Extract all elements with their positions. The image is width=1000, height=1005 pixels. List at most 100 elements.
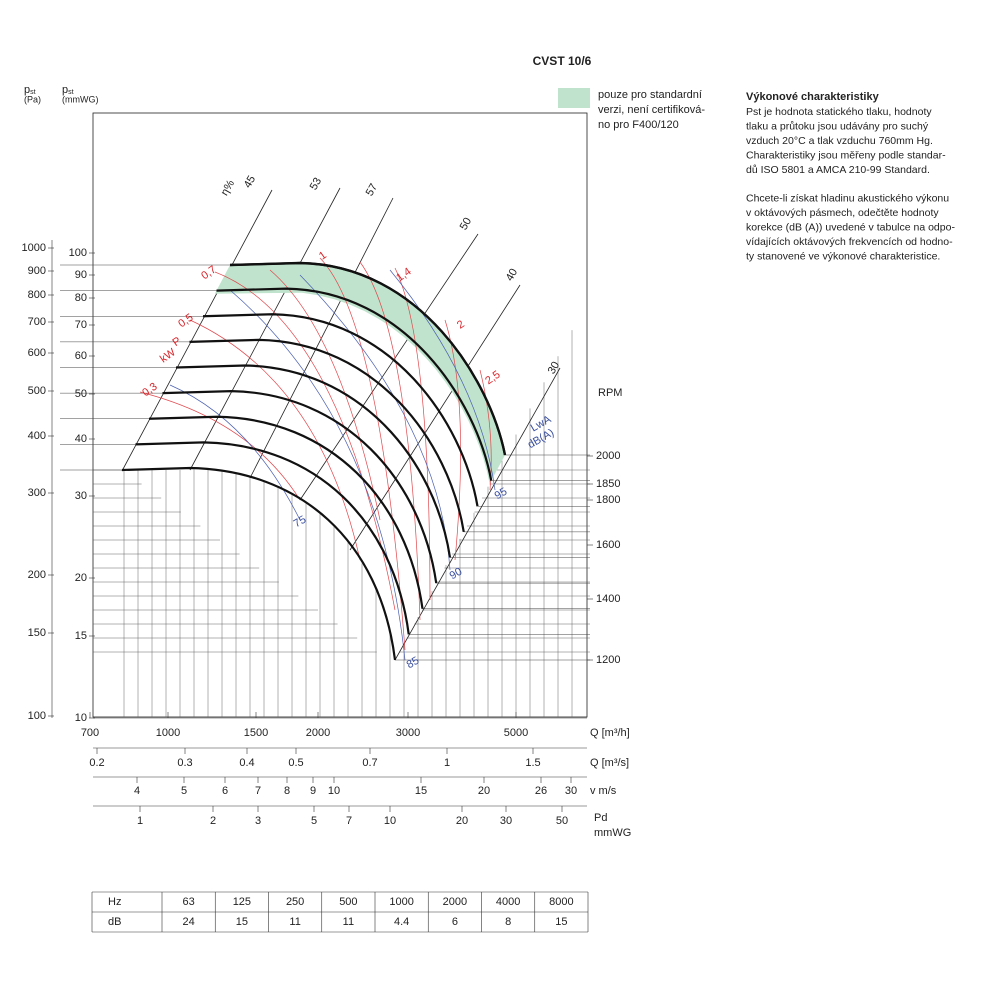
fan-curve — [121, 466, 397, 661]
description-line: dů ISO 5801 a AMCA 210-99 Standard. — [746, 164, 930, 176]
description-line: Chcete-li získat hladinu akustického výk… — [746, 192, 949, 204]
label: 8 — [284, 785, 290, 797]
label: 95 — [493, 486, 510, 503]
label: 30 — [565, 785, 577, 797]
efficiency-line — [121, 189, 273, 472]
label: Q [m³/h] — [590, 727, 630, 739]
power-curve — [214, 271, 396, 611]
lwa-curve — [169, 384, 301, 521]
label: 1200 — [596, 654, 620, 666]
label: 60 — [75, 350, 87, 362]
efficiency-line — [394, 367, 561, 661]
label: 6 — [222, 785, 228, 797]
label: 2 — [455, 318, 467, 331]
label: 700 — [28, 316, 46, 328]
label: 1 — [137, 815, 143, 827]
label: 15 — [555, 916, 567, 928]
label: Pd — [594, 812, 607, 824]
description-line: korekce (dB (A)) uvedené v tabulce na od… — [746, 221, 955, 233]
fan-curve — [162, 390, 438, 584]
axis-title: pst — [62, 84, 74, 96]
label: 15 — [75, 630, 87, 642]
zone-edge — [229, 261, 507, 456]
label: 53 — [308, 176, 325, 193]
label: 0.3 — [177, 757, 192, 769]
fan-curve — [148, 415, 424, 609]
label: 85 — [405, 655, 422, 672]
label: 1400 — [596, 593, 620, 605]
label: 10 — [384, 815, 396, 827]
label: 1000 — [22, 242, 46, 254]
label: 1 — [444, 757, 450, 769]
description-line: tlaku a průtoku jsou udávány pro suchý — [746, 120, 929, 132]
certification-zone — [214, 263, 505, 484]
label: 0,7 — [199, 264, 218, 283]
lwa-curve — [229, 289, 406, 661]
label: 20 — [478, 785, 490, 797]
label: no pro F400/120 — [598, 119, 679, 131]
power-curve — [359, 261, 421, 621]
label: 1000 — [156, 727, 180, 739]
label: 5 — [181, 785, 187, 797]
label: 24 — [183, 916, 195, 928]
label: 700 — [81, 727, 99, 739]
label: 30 — [500, 815, 512, 827]
label: kW — [158, 346, 178, 365]
label: 800 — [28, 289, 46, 301]
axis-title: pst — [24, 84, 36, 96]
power-curve — [269, 269, 381, 521]
label: 3 — [255, 815, 261, 827]
label: 15 — [415, 785, 427, 797]
label: 4.4 — [394, 916, 409, 928]
label: 3000 — [396, 727, 420, 739]
label: 11 — [289, 916, 300, 928]
label: 57 — [364, 182, 381, 199]
label: 1800 — [596, 494, 620, 506]
description-line: Pst je hodnota statického tlaku, hodnoty — [746, 106, 932, 118]
label: 0.2 — [89, 757, 104, 769]
label: 10 — [328, 785, 340, 797]
label: 30 — [75, 490, 87, 502]
label: 45 — [242, 174, 259, 191]
label: verzi, není certifiková- — [598, 104, 705, 116]
label: 50 — [556, 815, 568, 827]
label: 0.5 — [288, 757, 303, 769]
fan-curve — [216, 287, 493, 481]
label: dB — [108, 916, 121, 928]
label: 8000 — [549, 896, 573, 908]
label: 40 — [75, 433, 87, 445]
label: 0.4 — [239, 757, 254, 769]
grid — [48, 187, 593, 933]
label: 20 — [75, 572, 87, 584]
label: 70 — [75, 319, 87, 331]
label: 40 — [504, 267, 521, 284]
label: 63 — [183, 896, 195, 908]
power-curve — [139, 391, 301, 501]
description-line: vzduch 20°C a tlak vzduchu 760mm Hg. — [746, 135, 933, 147]
label: 50 — [458, 216, 475, 233]
fan-curve — [189, 338, 465, 533]
label: 9 — [310, 785, 316, 797]
label: 150 — [28, 627, 46, 639]
fan-curve — [202, 313, 479, 507]
label: 6 — [452, 916, 458, 928]
axis-subscript: st — [30, 89, 36, 96]
label: pouze pro standardní — [598, 89, 702, 101]
axis-unit: (mmWG) — [62, 94, 98, 104]
efficiency-line — [349, 284, 521, 551]
label: v m/s — [590, 785, 617, 797]
description-line: vídajících oktávových frekvencích od hod… — [746, 236, 953, 248]
title: CVST 10/6 — [533, 54, 592, 68]
label: 500 — [28, 385, 46, 397]
label: 600 — [28, 347, 46, 359]
label: 11 — [343, 916, 354, 928]
label: 75 — [292, 514, 309, 531]
label: 15 — [236, 916, 248, 928]
label: mmWG — [594, 827, 631, 839]
curves — [121, 257, 507, 661]
label: 1 — [317, 249, 329, 262]
label: 400 — [28, 430, 46, 442]
label: 90 — [448, 566, 465, 583]
label: 125 — [233, 896, 251, 908]
labels: pst(Pa)pst(mmWG)100090080070060050040030… — [22, 84, 956, 928]
